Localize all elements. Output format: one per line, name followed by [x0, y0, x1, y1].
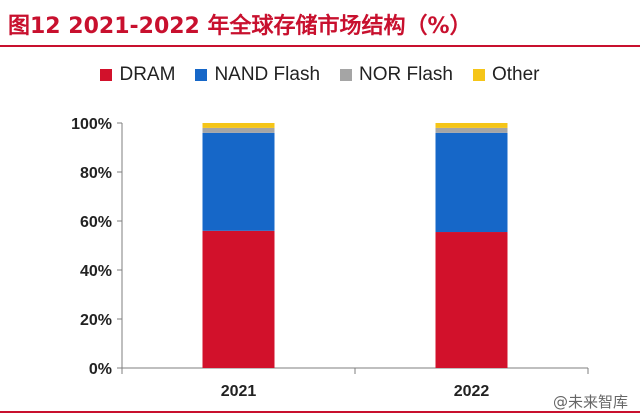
y-tick-label: 40%	[80, 263, 112, 280]
legend-swatch	[472, 69, 485, 81]
y-tick-label: 20%	[80, 312, 112, 329]
legend-label: NAND Flash	[214, 64, 321, 85]
bar-2022-other	[435, 123, 508, 128]
legend-item-nand-flash: NAND Flash	[195, 64, 320, 86]
chart-title: 图12 2021-2022 年全球存储市场结构（%）	[8, 14, 472, 39]
legend-item-other: Other	[472, 64, 540, 86]
bar-2022-nand-flash	[435, 132, 508, 233]
legend-item-nor-flash: NOR Flash	[340, 64, 453, 86]
bar-2022-dram	[435, 232, 508, 368]
y-tick-label: 80%	[80, 165, 112, 182]
legend-swatch	[340, 69, 353, 81]
legend-swatch	[100, 69, 113, 81]
y-tick-label: 60%	[80, 214, 112, 231]
legend-label: Other	[491, 64, 540, 85]
legend-label: NOR Flash	[359, 64, 453, 85]
bar-2021-other	[202, 123, 275, 128]
y-tick-label: 100%	[71, 116, 112, 133]
watermark-text: @未来智库	[552, 393, 628, 411]
bar-2021-nor-flash	[202, 127, 275, 133]
chart-legend: DRAM NAND Flash NOR Flash Other	[0, 64, 640, 86]
x-tick-label: 2021	[221, 383, 257, 400]
legend-swatch	[195, 69, 208, 81]
bar-2021-dram	[202, 230, 275, 368]
legend-item-dram: DRAM	[100, 64, 175, 86]
bar-2021-nand-flash	[202, 132, 275, 231]
title-divider	[0, 45, 640, 47]
legend-label: DRAM	[119, 64, 176, 85]
bar-2022-nor-flash	[435, 127, 508, 133]
bottom-divider	[0, 411, 640, 413]
x-tick-label: 2022	[454, 383, 490, 400]
y-tick-label: 0%	[89, 361, 112, 378]
